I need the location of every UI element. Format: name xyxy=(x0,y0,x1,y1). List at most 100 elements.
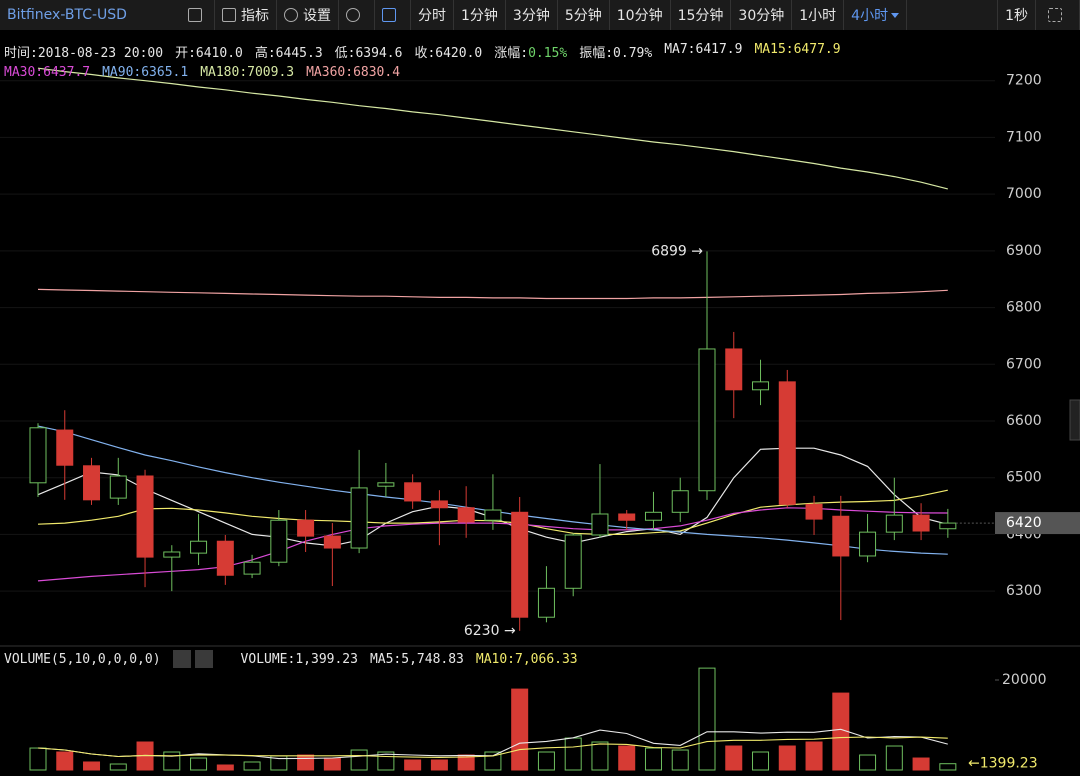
interval-tab[interactable]: 5分钟 xyxy=(558,0,610,30)
volume-bar xyxy=(243,761,261,771)
candle-body xyxy=(29,427,47,484)
candle-body xyxy=(297,519,315,537)
volume-bar xyxy=(109,763,127,771)
candle-body xyxy=(457,507,475,523)
change-value: 0.15% xyxy=(528,46,568,61)
candle-body xyxy=(698,348,716,492)
label: 1分钟 xyxy=(461,8,498,24)
icon xyxy=(382,8,396,22)
candle-body xyxy=(56,429,74,466)
interval-tab[interactable]: 3分钟 xyxy=(506,0,558,30)
current-price-box xyxy=(995,512,1080,535)
label: 15分钟 xyxy=(677,8,724,24)
amplitude: 振幅:0.79% xyxy=(579,46,653,61)
candle-body xyxy=(564,534,582,589)
close: 收:6420.0 xyxy=(414,46,483,61)
candle-body xyxy=(83,465,101,501)
volume-ma-line xyxy=(37,736,948,758)
legend-entry: MA10:7,066.33 xyxy=(475,651,578,667)
candle-body xyxy=(537,587,555,618)
legend-entry: VOLUME:1,399.23 xyxy=(240,651,358,667)
label: 3分钟 xyxy=(512,8,550,24)
interval-tab[interactable]: 10分钟 xyxy=(610,0,671,30)
volume-bar xyxy=(618,745,636,771)
label: 分时 xyxy=(418,8,446,24)
last-volume-label: ←1399.23 xyxy=(968,756,1038,772)
volume-tools xyxy=(172,650,213,668)
candle-body xyxy=(109,475,127,499)
y-tick-label: 6300 xyxy=(1006,583,1042,599)
high-annotation: 6899 → xyxy=(651,243,703,259)
label: 4小时 xyxy=(851,8,889,24)
interval-tab[interactable]: 1分钟 xyxy=(454,0,506,30)
icon xyxy=(222,8,236,22)
legend-entry: MA15:6477.9 xyxy=(754,42,841,57)
volume-bar xyxy=(859,754,877,771)
label: 设置 xyxy=(303,8,331,24)
candle-body xyxy=(778,381,796,505)
volume-bar xyxy=(725,745,743,771)
legend-entry: MA360:6830.4 xyxy=(306,65,401,80)
volume-bar xyxy=(216,764,234,771)
interval-tab[interactable]: 1小时 xyxy=(792,0,845,30)
settings-button[interactable]: 设置 xyxy=(277,0,339,30)
icon xyxy=(284,8,298,22)
time: 时间:2018-08-23 20:00 xyxy=(4,46,164,61)
volume-bar xyxy=(350,749,368,771)
volume-bar xyxy=(671,749,689,771)
icon xyxy=(1048,8,1062,22)
seconds-tab[interactable]: 1秒 xyxy=(997,0,1036,30)
volume-bar xyxy=(564,737,582,771)
close-icon[interactable] xyxy=(194,650,213,668)
volume-bar xyxy=(885,745,903,771)
volume-bar xyxy=(805,741,823,771)
ma-line xyxy=(37,288,948,300)
y-tick-label: 6500 xyxy=(1006,470,1042,486)
volume-bar xyxy=(404,759,422,771)
theme-button[interactable] xyxy=(339,0,375,30)
volume-bar xyxy=(752,751,770,771)
interval-tab[interactable]: 分时 xyxy=(411,0,454,30)
y-tick-label: 6700 xyxy=(1006,356,1042,372)
volume-bar xyxy=(644,747,662,771)
settings-icon[interactable] xyxy=(172,650,191,668)
symbol-selector[interactable]: Bitfinex-BTC-USD xyxy=(0,0,215,30)
info-legend: 时间:2018-08-23 20:00 开:6410.0 高:6445.3 低:… xyxy=(4,42,841,61)
candle-body xyxy=(752,381,770,391)
symbol: Bitfinex-BTC-USD xyxy=(7,7,127,23)
volume-bar xyxy=(778,745,796,771)
label: 30分钟 xyxy=(738,8,785,24)
candle-body xyxy=(859,531,877,557)
volume-bar xyxy=(430,759,448,771)
label: 1秒 xyxy=(1005,8,1028,24)
legend-entry: MA180:7009.3 xyxy=(200,65,295,80)
high: 高:6445.3 xyxy=(254,46,323,61)
legend-entry: MA90:6365.1 xyxy=(102,65,189,80)
interval-tab[interactable]: 4小时 xyxy=(844,0,908,30)
label: 指标 xyxy=(241,8,269,24)
volume-bar xyxy=(537,751,555,771)
draw-button[interactable] xyxy=(375,0,411,30)
axis-scroll-handle xyxy=(1069,399,1080,441)
volume-bar xyxy=(190,757,208,771)
legend-entry: MA30:6437.7 xyxy=(4,65,91,80)
interval-tab[interactable]: 15分钟 xyxy=(671,0,732,30)
volume-bar xyxy=(56,751,74,771)
candle-body xyxy=(912,514,930,532)
volume-legend: VOLUME(5,10,0,0,0,0) VOLUME:1,399.23 MA5:… xyxy=(4,650,578,668)
indicators-button[interactable]: 指标 xyxy=(215,0,277,30)
legend-entry: MA5:5,748.83 xyxy=(369,651,464,667)
interval-tab[interactable]: 30分钟 xyxy=(731,0,793,30)
dropdown-arrow xyxy=(891,12,900,18)
candle-body xyxy=(832,515,850,557)
label: 1小时 xyxy=(799,8,837,24)
candle-body xyxy=(484,509,502,521)
volume-bar xyxy=(83,761,101,771)
fullscreen-button[interactable] xyxy=(1036,0,1080,30)
label: 10分钟 xyxy=(616,8,663,24)
volume-title: VOLUME(5,10,0,0,0,0) xyxy=(4,651,161,667)
y-tick-label: 6600 xyxy=(1006,413,1042,429)
candle-body xyxy=(270,519,288,563)
current-price-label: 6420 xyxy=(1006,515,1042,531)
